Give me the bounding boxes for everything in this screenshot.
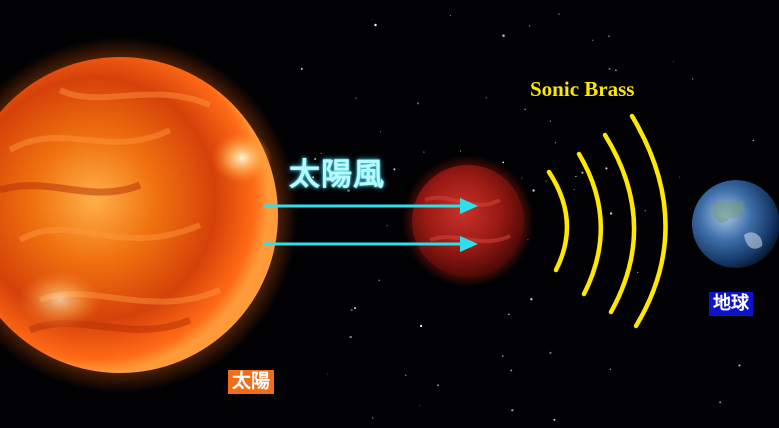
sonic-brass-label: Sonic Brass	[530, 77, 635, 101]
star	[554, 142, 556, 144]
star	[553, 418, 556, 421]
red-star	[402, 155, 534, 287]
star	[314, 158, 316, 160]
star	[320, 152, 322, 155]
sun-label: 太陽	[228, 370, 275, 394]
star	[423, 151, 425, 153]
star	[532, 189, 535, 192]
star	[347, 189, 350, 192]
star	[355, 97, 357, 99]
star	[386, 224, 388, 227]
star	[501, 355, 504, 357]
star	[608, 35, 610, 38]
star	[418, 405, 420, 407]
sonic-arcs	[546, 113, 668, 329]
star	[591, 39, 594, 42]
star	[609, 368, 611, 370]
star	[374, 23, 377, 27]
star	[393, 168, 396, 171]
star	[511, 409, 514, 412]
star	[417, 102, 420, 105]
star	[502, 161, 505, 164]
star	[644, 210, 646, 212]
star	[549, 120, 552, 122]
star	[449, 15, 451, 17]
star	[437, 384, 440, 387]
star	[378, 279, 380, 281]
solar-wind-arrows	[264, 198, 478, 252]
star	[575, 175, 577, 178]
star	[581, 171, 584, 174]
star	[350, 308, 353, 312]
sonic-arc-4	[629, 113, 668, 329]
star	[637, 271, 639, 274]
star	[605, 167, 608, 170]
star	[608, 67, 611, 70]
star	[312, 176, 315, 179]
star	[549, 351, 552, 355]
star	[379, 131, 381, 133]
star	[508, 313, 510, 315]
star	[691, 78, 694, 80]
star	[678, 176, 680, 178]
sonic-arc-3	[602, 132, 637, 315]
sonic-arc-2	[576, 151, 604, 297]
star	[404, 374, 407, 377]
solar-wind-arrow-lower	[264, 236, 478, 252]
star	[485, 97, 488, 99]
star	[521, 177, 523, 179]
earth-label: 地球	[709, 292, 753, 316]
star	[672, 60, 674, 62]
star	[300, 67, 303, 70]
star	[545, 180, 547, 182]
star	[573, 188, 575, 190]
star	[719, 401, 721, 403]
star	[530, 298, 533, 301]
star	[510, 369, 513, 372]
solar-wind-arrow-upper	[264, 198, 478, 214]
star	[609, 212, 613, 215]
solar-wind-label: 太陽風	[289, 157, 385, 193]
star	[326, 373, 328, 375]
star	[460, 150, 462, 152]
star	[349, 335, 352, 339]
star	[558, 13, 560, 15]
earth	[692, 180, 779, 268]
star	[528, 25, 531, 27]
star	[752, 139, 755, 142]
star	[524, 108, 526, 111]
star	[615, 69, 617, 72]
star	[354, 307, 356, 310]
sonic-arc-1	[546, 169, 570, 273]
star	[371, 417, 374, 419]
sun	[0, 37, 298, 393]
star	[371, 19, 373, 21]
star	[419, 324, 423, 328]
star	[738, 364, 741, 367]
star	[502, 34, 505, 37]
